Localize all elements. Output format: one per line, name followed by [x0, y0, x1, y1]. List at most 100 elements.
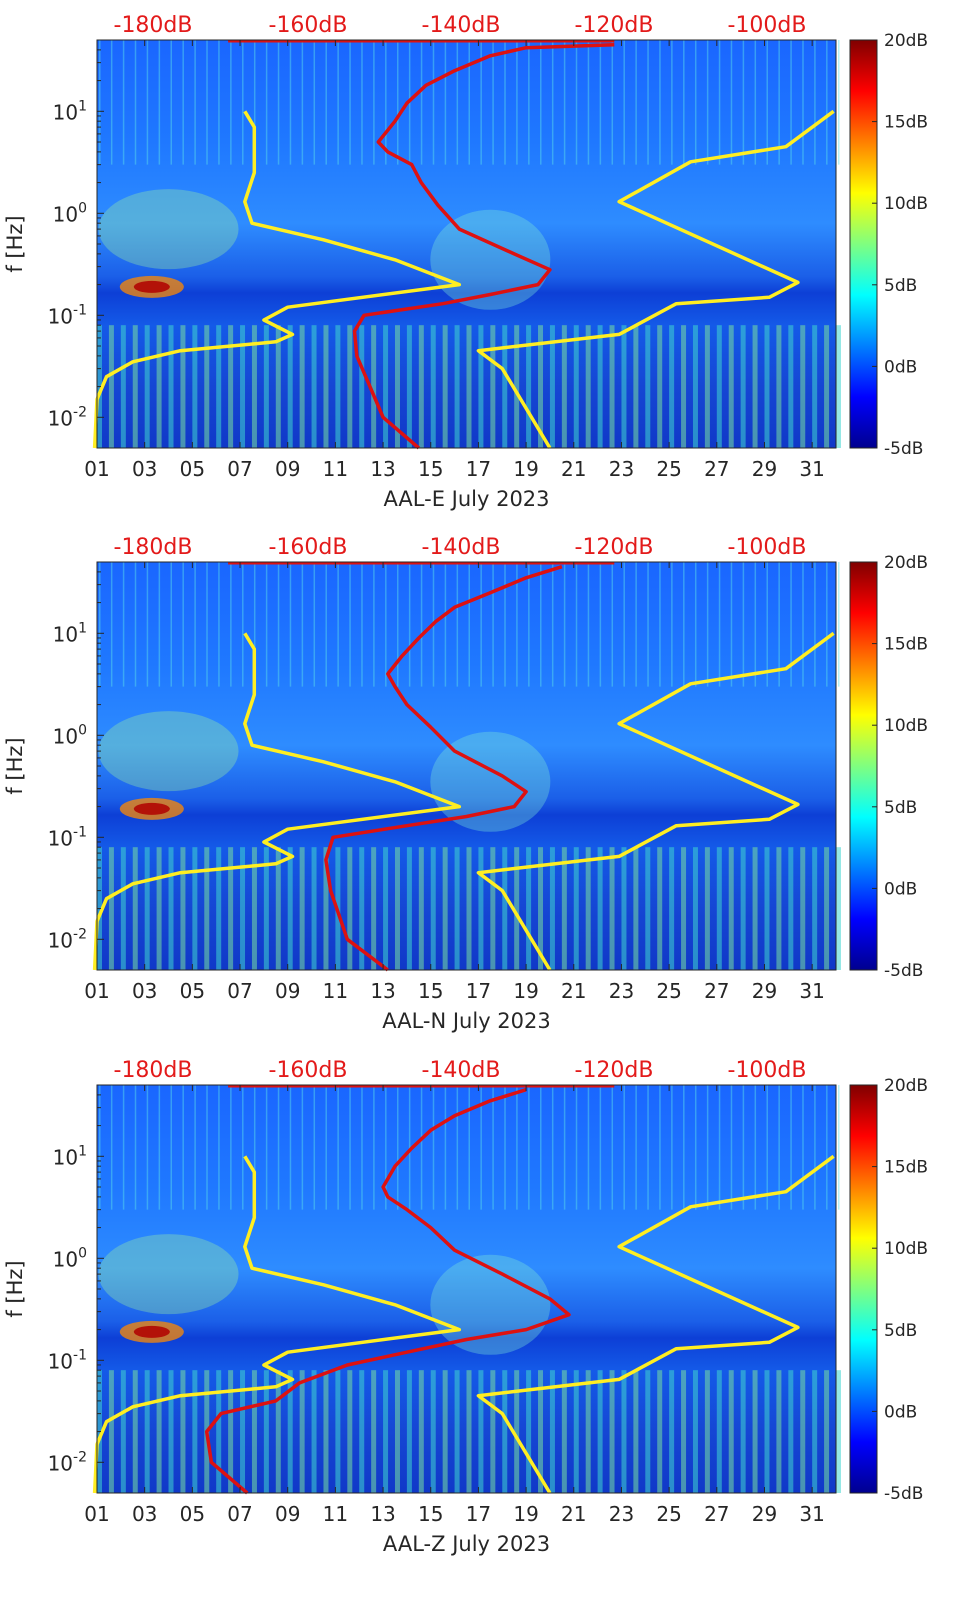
heatmap-streak [323, 847, 329, 970]
heatmap-streak [540, 1085, 542, 1210]
heatmap-streak [301, 40, 304, 165]
heatmap-streak [170, 562, 173, 687]
x-tick-label: 29 [752, 1502, 777, 1526]
heatmap-streak [609, 847, 615, 970]
colorbar-label: 0dB [884, 879, 917, 899]
heatmap-streak [349, 1085, 351, 1210]
x-tick-label: 27 [704, 457, 729, 481]
x-tick-label: 09 [275, 457, 300, 481]
heatmap-streak [826, 562, 828, 687]
heatmap-streak [826, 40, 828, 165]
heatmap-streak [549, 325, 555, 448]
heatmap-streak [263, 1370, 269, 1493]
top-db-label: -140dB [422, 535, 501, 560]
heatmap-streak [228, 325, 234, 448]
x-tick-label: 31 [799, 1502, 824, 1526]
heatmap-streak [621, 1370, 627, 1493]
heatmap-streak [575, 1085, 578, 1210]
colorbar-label: 10dB [884, 716, 928, 736]
heatmap-streak [466, 847, 472, 970]
heatmap-streak [373, 562, 375, 687]
heatmap-streak [526, 847, 532, 970]
heatmap-streak [528, 1085, 530, 1210]
heatmap-streak [418, 847, 424, 970]
heatmap-streak [645, 325, 651, 448]
heatmap-streak [287, 1370, 293, 1493]
x-tick-label: 31 [799, 457, 824, 481]
heatmap-streak [683, 562, 685, 687]
heatmap-streak [597, 1370, 603, 1493]
x-tick-label: 17 [466, 1502, 491, 1526]
top-db-label: -140dB [422, 13, 501, 38]
heatmap-streak [633, 847, 639, 970]
heatmap-streak [599, 40, 602, 165]
heatmap-streak [621, 847, 627, 970]
heatmap-streak [242, 1085, 244, 1210]
heatmap-streak [788, 847, 794, 970]
heatmap-streak [790, 1085, 792, 1210]
heatmap-streak [516, 562, 518, 687]
heatmap-streak [206, 1085, 208, 1210]
heatmap-streak [194, 40, 196, 165]
heatmap-streak [325, 40, 327, 165]
heatmap-streak [561, 1370, 567, 1493]
heatmap-streak [671, 562, 673, 687]
x-tick-label: 05 [180, 1502, 205, 1526]
heatmap-streak [528, 562, 530, 687]
heatmap-streak [442, 847, 448, 970]
yellow-model-curve [476, 109, 835, 449]
heatmap-streak [480, 562, 482, 687]
heatmap-streak [122, 1085, 125, 1210]
heatmap-streak [120, 325, 126, 448]
y-axis-label: f [Hz] [3, 737, 27, 794]
heatmap-streak [216, 325, 222, 448]
heatmap-streak [575, 40, 578, 165]
x-axis-label: AAL-E July 2023 [383, 487, 549, 511]
heatmap-streak [694, 40, 697, 165]
heatmap-streak [456, 1085, 459, 1210]
heatmap-streak [299, 325, 305, 448]
heatmap-streak [313, 1085, 316, 1210]
heatmap-streak [504, 1085, 506, 1210]
heatmap-streaks [97, 40, 841, 448]
top-db-scale: -180dB -160dB -140dB -120dB -100dB [114, 535, 807, 560]
heatmap-streak [444, 40, 447, 165]
heatmap-streak [230, 562, 232, 687]
top-db-label: -140dB [422, 1058, 501, 1083]
heatmap-streak [408, 562, 411, 687]
colorbar-gradient [849, 561, 878, 971]
heatmap-streak [287, 325, 293, 448]
heatmap-streak [597, 325, 603, 448]
colorbar-label: 0dB [884, 357, 917, 377]
x-tick-label: 11 [323, 457, 348, 481]
x-tick-label: 21 [561, 1502, 586, 1526]
x-tick-label: 03 [132, 457, 157, 481]
heatmap-streak [836, 1370, 841, 1493]
heatmap-streak [766, 562, 768, 687]
heatmap-streak [549, 847, 555, 970]
yellow-model-curve [92, 1155, 462, 1494]
heatmap-streak [609, 325, 615, 448]
x-tick-label: 01 [84, 979, 109, 1003]
heatmap-streak [347, 847, 353, 970]
heatmap-streak [551, 40, 554, 165]
heatmap-streak [301, 562, 304, 687]
heatmap-streak [218, 562, 220, 687]
heatmap-streak [396, 40, 399, 165]
heatmap-streak [442, 1370, 448, 1493]
heatmap-streak [156, 325, 162, 448]
heatmap-streak [396, 562, 399, 687]
red-noise-curve [204, 1088, 571, 1495]
heatmap-streak [418, 1370, 424, 1493]
heatmap-hotspot-core [133, 802, 170, 815]
colorbar: 20dB 15dB 10dB 5dB 0dB -5dB [849, 1076, 928, 1504]
heatmap-streak [108, 847, 114, 970]
heatmap-streak [754, 1085, 757, 1210]
heatmap-streak [764, 847, 770, 970]
x-tick-label: 25 [656, 979, 681, 1003]
colorbar-label: 5dB [884, 276, 917, 296]
heatmap-streak [251, 847, 257, 970]
heatmap-streak [383, 1370, 389, 1493]
colorbar: 20dB 15dB 10dB 5dB 0dB -5dB [849, 553, 928, 981]
colorbar: 20dB 15dB 10dB 5dB 0dB -5dB [849, 31, 928, 459]
